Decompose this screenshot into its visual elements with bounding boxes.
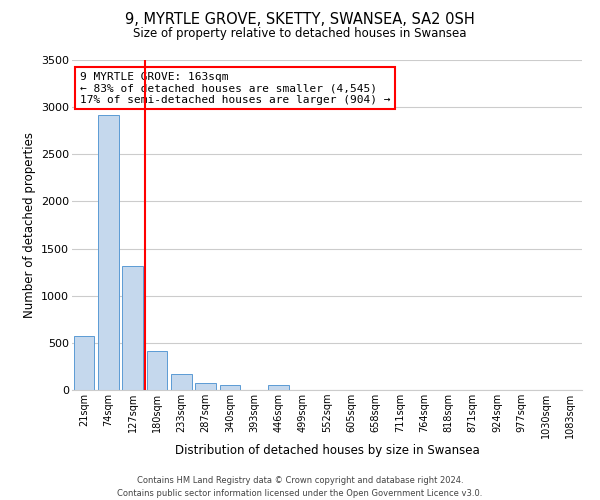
Text: Contains HM Land Registry data © Crown copyright and database right 2024.
Contai: Contains HM Land Registry data © Crown c…	[118, 476, 482, 498]
Text: 9, MYRTLE GROVE, SKETTY, SWANSEA, SA2 0SH: 9, MYRTLE GROVE, SKETTY, SWANSEA, SA2 0S…	[125, 12, 475, 28]
Text: 9 MYRTLE GROVE: 163sqm
← 83% of detached houses are smaller (4,545)
17% of semi-: 9 MYRTLE GROVE: 163sqm ← 83% of detached…	[80, 72, 390, 105]
Bar	[74, 336, 94, 390]
Bar	[122, 266, 143, 390]
Bar	[268, 385, 289, 390]
Bar	[98, 114, 119, 390]
Bar	[195, 384, 216, 390]
Bar	[146, 351, 167, 390]
Bar	[171, 374, 191, 390]
Bar	[220, 385, 240, 390]
X-axis label: Distribution of detached houses by size in Swansea: Distribution of detached houses by size …	[175, 444, 479, 456]
Y-axis label: Number of detached properties: Number of detached properties	[23, 132, 35, 318]
Text: Size of property relative to detached houses in Swansea: Size of property relative to detached ho…	[133, 28, 467, 40]
